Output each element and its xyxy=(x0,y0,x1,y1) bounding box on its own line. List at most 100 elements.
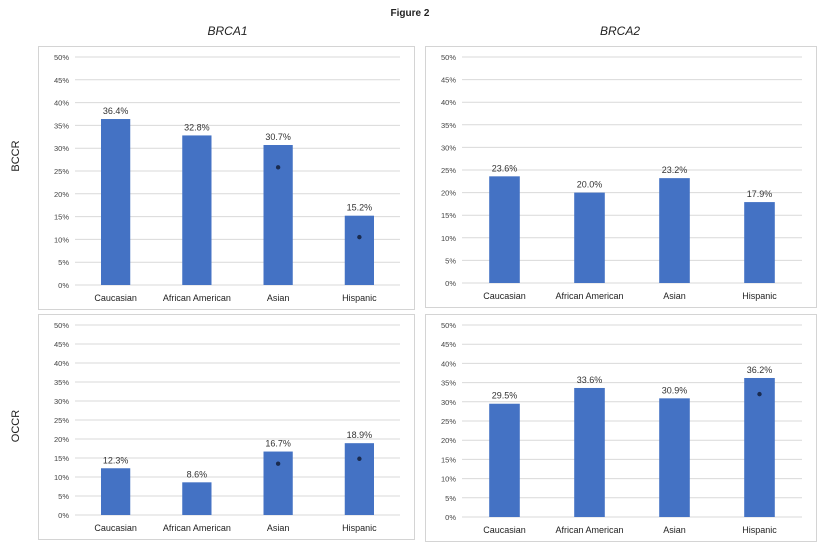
y-tick-label: 50% xyxy=(54,53,69,62)
y-tick-label: 40% xyxy=(54,359,69,368)
y-tick-label: 10% xyxy=(441,475,456,484)
y-tick-label: 35% xyxy=(441,379,456,388)
x-tick-label: Caucasian xyxy=(483,291,526,301)
data-label: 36.4% xyxy=(103,106,129,116)
y-tick-label: 25% xyxy=(441,166,456,175)
y-tick-label: 15% xyxy=(54,213,69,222)
y-tick-label: 0% xyxy=(58,281,69,290)
x-tick-label: Caucasian xyxy=(94,293,137,303)
data-label: 33.6% xyxy=(577,375,603,385)
bar xyxy=(101,119,131,286)
data-label: 12.3% xyxy=(103,455,129,465)
bar-chart-brca2-occr: 0% 5% 10% 15% 20% 25% 30% 35% 40% 45% 50% 29.5% Cauc… xyxy=(441,321,802,535)
bar xyxy=(744,202,775,283)
bar xyxy=(489,176,520,283)
y-tick-label: 35% xyxy=(54,378,69,387)
y-tick-label: 20% xyxy=(441,436,456,445)
significance-marker xyxy=(357,234,362,240)
y-tick-label: 20% xyxy=(441,189,456,198)
x-tick-label: African American xyxy=(555,525,623,535)
data-label: 20.0% xyxy=(577,180,603,190)
y-tick-label: 40% xyxy=(441,98,456,107)
y-tick-label: 15% xyxy=(441,455,456,464)
data-label: 32.8% xyxy=(184,122,210,132)
data-label: 18.9% xyxy=(347,430,373,440)
bar-chart-brca1-bccr: 0% 5% 10% 15% 20% 25% 30% 35% 40% 45% 50% 36.4% Cauc… xyxy=(54,53,400,303)
x-tick-label: African American xyxy=(163,293,231,303)
data-label: 29.5% xyxy=(492,391,518,401)
y-tick-label: 20% xyxy=(54,435,69,444)
x-tick-label: African American xyxy=(163,523,231,533)
y-tick-label: 5% xyxy=(445,494,456,503)
column-title-brca1: BRCA1 xyxy=(207,24,248,38)
y-tick-label: 15% xyxy=(441,211,456,220)
y-tick-label: 10% xyxy=(54,235,69,244)
bar xyxy=(659,398,690,517)
x-tick-label: Asian xyxy=(663,291,686,301)
y-tick-label: 30% xyxy=(441,143,456,152)
row-label-bccr: BCCR xyxy=(10,140,22,172)
bar-chart-brca1-occr: 0% 5% 10% 15% 20% 25% 30% 35% 40% 45% 50% 12.3% Cauc… xyxy=(54,321,400,533)
y-tick-label: 30% xyxy=(441,398,456,407)
bar xyxy=(344,443,374,515)
data-label: 23.6% xyxy=(492,163,518,173)
y-tick-label: 15% xyxy=(54,454,69,463)
figure-title: Figure 2 xyxy=(390,8,430,19)
y-tick-label: 10% xyxy=(54,473,69,482)
y-tick-label: 50% xyxy=(441,321,456,330)
significance-marker xyxy=(275,461,281,466)
y-tick-label: 5% xyxy=(445,256,456,265)
data-label: 17.9% xyxy=(747,189,773,199)
chart-panel-brca1-bccr: 0% 5% 10% 15% 20% 25% 30% 35% 40% 45% 50% 36.4% Cauc… xyxy=(38,46,415,310)
y-tick-label: 40% xyxy=(441,359,456,368)
y-tick-label: 45% xyxy=(441,340,456,349)
y-tick-label: 10% xyxy=(441,234,456,243)
column-title-brca2: BRCA2 xyxy=(599,24,640,38)
row-label-occr: OCCR xyxy=(10,409,22,443)
bar xyxy=(263,451,293,515)
x-tick-label: Caucasian xyxy=(94,523,137,533)
bar xyxy=(574,192,605,283)
bar-chart-brca2-bccr: 0% 5% 10% 15% 20% 25% 30% 35% 40% 45% 50% 23.6% Cauc… xyxy=(441,53,802,301)
bar xyxy=(344,215,374,285)
bar xyxy=(182,135,212,285)
x-tick-label: Hispanic xyxy=(742,525,777,535)
data-label: 30.9% xyxy=(662,385,688,395)
x-tick-label: Caucasian xyxy=(483,525,526,535)
y-tick-label: 5% xyxy=(58,492,69,501)
x-tick-label: African American xyxy=(555,291,623,301)
x-tick-label: Hispanic xyxy=(342,293,377,303)
y-tick-label: 30% xyxy=(54,144,69,153)
data-label: 8.6% xyxy=(187,469,208,479)
y-tick-label: 45% xyxy=(54,76,69,85)
y-tick-label: 45% xyxy=(441,76,456,85)
bar xyxy=(101,468,131,515)
y-tick-label: 45% xyxy=(54,340,69,349)
y-tick-label: 50% xyxy=(441,53,456,62)
x-tick-label: Hispanic xyxy=(742,291,777,301)
x-tick-label: Asian xyxy=(267,293,290,303)
data-label: 30.7% xyxy=(265,132,291,142)
bar xyxy=(489,403,520,517)
bar xyxy=(659,178,690,283)
significance-marker xyxy=(275,165,281,170)
data-label: 23.2% xyxy=(662,165,688,175)
y-tick-label: 40% xyxy=(54,99,69,108)
y-tick-label: 30% xyxy=(54,397,69,406)
y-tick-label: 0% xyxy=(445,513,456,522)
significance-marker xyxy=(357,456,362,461)
y-tick-label: 25% xyxy=(441,417,456,426)
chart-panel-brca1-occr: 0% 5% 10% 15% 20% 25% 30% 35% 40% 45% 50% 12.3% Cauc… xyxy=(38,314,415,540)
data-label: 15.2% xyxy=(347,203,373,213)
y-tick-label: 0% xyxy=(58,511,69,520)
data-label: 36.2% xyxy=(747,365,773,375)
y-tick-label: 50% xyxy=(54,321,69,330)
bar xyxy=(182,482,212,515)
x-tick-label: Hispanic xyxy=(342,523,377,533)
x-tick-label: Asian xyxy=(267,523,290,533)
y-tick-label: 0% xyxy=(445,279,456,288)
chart-panel-brca2-occr: 0% 5% 10% 15% 20% 25% 30% 35% 40% 45% 50% 29.5% Cauc… xyxy=(425,314,817,542)
x-tick-label: Asian xyxy=(663,525,686,535)
y-tick-label: 25% xyxy=(54,167,69,176)
y-tick-label: 20% xyxy=(54,190,69,199)
